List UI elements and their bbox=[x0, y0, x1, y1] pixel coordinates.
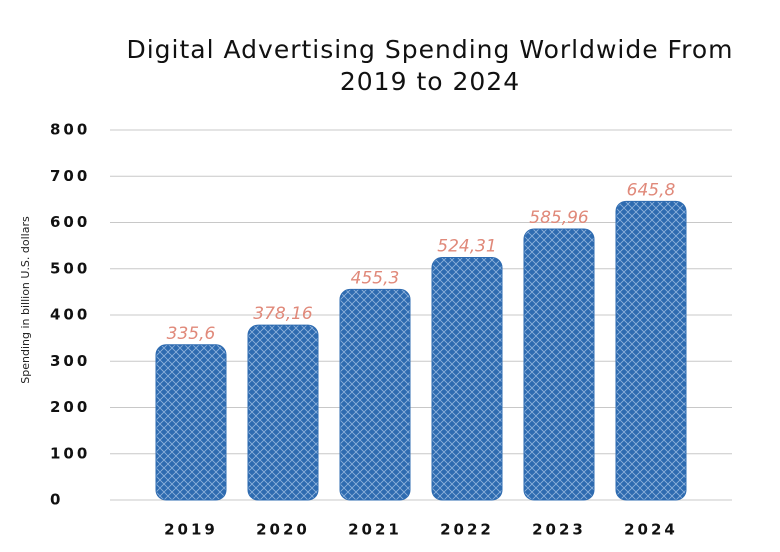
bar bbox=[431, 257, 503, 501]
x-tick-label: 2019 bbox=[164, 521, 218, 539]
value-label: 585,96 bbox=[529, 208, 589, 228]
x-tick-label: 2023 bbox=[532, 521, 586, 539]
value-label: 455,3 bbox=[351, 268, 400, 288]
value-label: 378,16 bbox=[253, 304, 313, 324]
value-label: 335,6 bbox=[167, 324, 216, 344]
bar bbox=[247, 324, 319, 501]
x-tick-label: 2021 bbox=[348, 521, 402, 539]
y-tick-label: 700 bbox=[50, 167, 90, 185]
bar bbox=[615, 200, 687, 501]
y-tick-label: 400 bbox=[50, 306, 90, 324]
y-tick-label: 600 bbox=[50, 213, 90, 231]
bar bbox=[339, 288, 411, 501]
x-tick-label: 2022 bbox=[440, 521, 494, 539]
chart-title: Digital Advertising Spending Worldwide F… bbox=[126, 35, 734, 96]
y-axis-label: Spending in billion U.S. dollars bbox=[19, 216, 32, 384]
y-tick-label: 800 bbox=[50, 121, 90, 139]
bar bbox=[523, 228, 595, 501]
y-tick-label: 300 bbox=[50, 352, 90, 370]
y-tick-label: 200 bbox=[50, 398, 90, 416]
bar bbox=[155, 344, 227, 501]
value-label: 524,31 bbox=[437, 237, 496, 257]
y-tick-label: 500 bbox=[50, 259, 90, 277]
y-tick-label: 0 bbox=[50, 491, 63, 509]
y-tick-label: 100 bbox=[50, 444, 90, 462]
value-label: 645,8 bbox=[627, 180, 676, 200]
x-tick-label: 2020 bbox=[256, 521, 310, 539]
x-tick-label: 2024 bbox=[624, 521, 678, 539]
